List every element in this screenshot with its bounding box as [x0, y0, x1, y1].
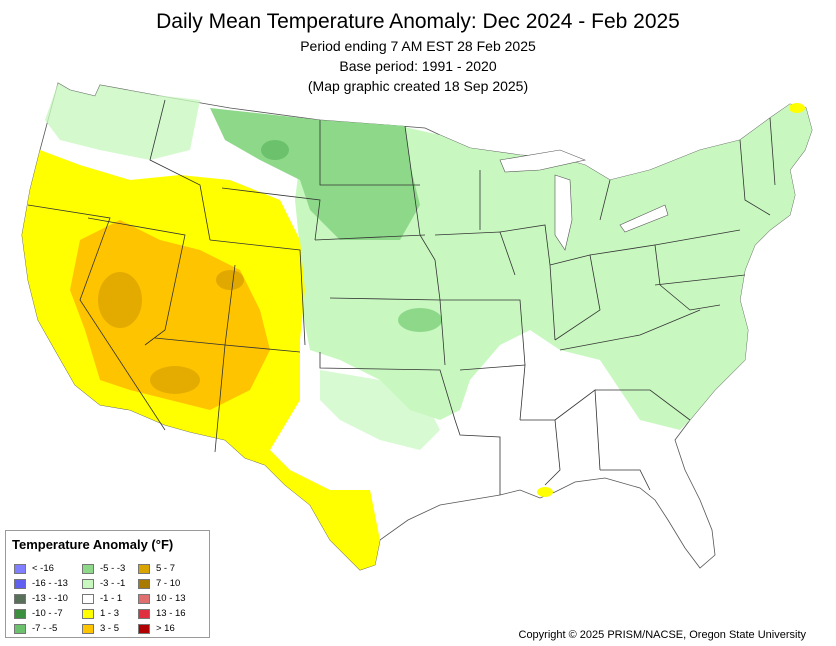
legend-swatch: [82, 563, 94, 574]
legend-label: -1 - 1: [100, 593, 123, 604]
legend-item: < -16: [14, 561, 82, 576]
anomaly-patch-utah: [216, 270, 244, 290]
anomaly-region-3-5: [70, 220, 270, 410]
legend-item: -10 - -7: [14, 606, 82, 621]
legend-item: 10 - 13: [138, 591, 200, 606]
legend-item: > 16: [138, 621, 200, 636]
legend-swatch: [14, 563, 26, 574]
legend-label: -16 - -13: [32, 578, 68, 589]
lake-superior: [499, 149, 587, 173]
legend-label: < -16: [32, 563, 54, 574]
legend-label: -7 - -5: [32, 623, 58, 634]
legend-swatch: [138, 623, 150, 634]
legend-swatch: [82, 608, 94, 619]
anomaly-region-minus5-minus3: [210, 108, 420, 240]
state-borders: [27, 99, 776, 495]
base-period-text: Base period: 1991 - 2020: [339, 58, 497, 74]
map-title: Daily Mean Temperature Anomaly: Dec 2024…: [156, 10, 680, 33]
anomaly-patch-kansas: [398, 308, 442, 332]
legend-label: -5 - -3: [100, 563, 126, 574]
lake-erie: [619, 204, 669, 233]
legend-swatch: [138, 578, 150, 589]
legend-swatch: [138, 593, 150, 604]
legend-item: 7 - 10: [138, 576, 200, 591]
anomaly-patch-gulf: [537, 487, 553, 497]
legend-item: 1 - 3: [82, 606, 138, 621]
legend-swatch: [138, 563, 150, 574]
legend-label: 3 - 5: [100, 623, 120, 634]
legend-label: 10 - 13: [156, 593, 186, 604]
created-text: (Map graphic created 18 Sep 2025): [307, 78, 529, 94]
legend-item: -5 - -3: [82, 561, 138, 576]
legend-label: 1 - 3: [100, 608, 120, 619]
legend-swatch: [14, 623, 26, 634]
legend-item: -16 - -13: [14, 576, 82, 591]
copyright-text: Copyright © 2025 PRISM/NACSE, Oregon Sta…: [518, 629, 807, 641]
legend-item: -3 - -1: [82, 576, 138, 591]
legend-swatch: [14, 593, 26, 604]
legend-item: 3 - 5: [82, 621, 138, 636]
legend-swatch: [14, 608, 26, 619]
anomaly-region-nw-green: [45, 83, 200, 160]
legend-label: -3 - -1: [100, 578, 126, 589]
legend-swatch: [82, 578, 94, 589]
anomaly-patch-montana: [261, 140, 289, 160]
anomaly-patch-arizona: [150, 366, 200, 394]
legend-swatch: [138, 608, 150, 619]
legend-swatch: [14, 578, 26, 589]
legend-label: 7 - 10: [156, 578, 181, 589]
lake-michigan: [554, 174, 573, 251]
legend-swatch: [82, 593, 94, 604]
legend-item: 13 - 16: [138, 606, 200, 621]
anomaly-region-minus3-minus1: [295, 104, 812, 430]
legend-label: > 16: [156, 623, 175, 634]
legend-item: 5 - 7: [138, 561, 200, 576]
legend-swatch: [82, 623, 94, 634]
legend-item: -7 - -5: [14, 621, 82, 636]
legend-title: Temperature Anomaly (°F): [12, 537, 174, 552]
legend-label: 13 - 16: [156, 608, 186, 619]
legend-label: -13 - -10: [32, 593, 68, 604]
period-text: Period ending 7 AM EST 28 Feb 2025: [300, 38, 536, 54]
anomaly-patch-maine: [789, 103, 805, 113]
anomaly-region-south-green: [320, 370, 440, 450]
title-block: Daily Mean Temperature Anomaly: Dec 2024…: [0, 8, 836, 96]
anomaly-patch-nevada: [98, 272, 142, 328]
legend-label: -10 - -7: [32, 608, 63, 619]
legend-label: 5 - 7: [156, 563, 176, 574]
legend: Temperature Anomaly (°F) < -16 -16 - -13 -…: [5, 530, 210, 638]
legend-item: -1 - 1: [82, 591, 138, 606]
legend-items: < -16 -16 - -13 -13 - -10 -10 - -7 -7 - -5 -5…: [14, 561, 200, 636]
legend-item: -13 - -10: [14, 591, 82, 606]
